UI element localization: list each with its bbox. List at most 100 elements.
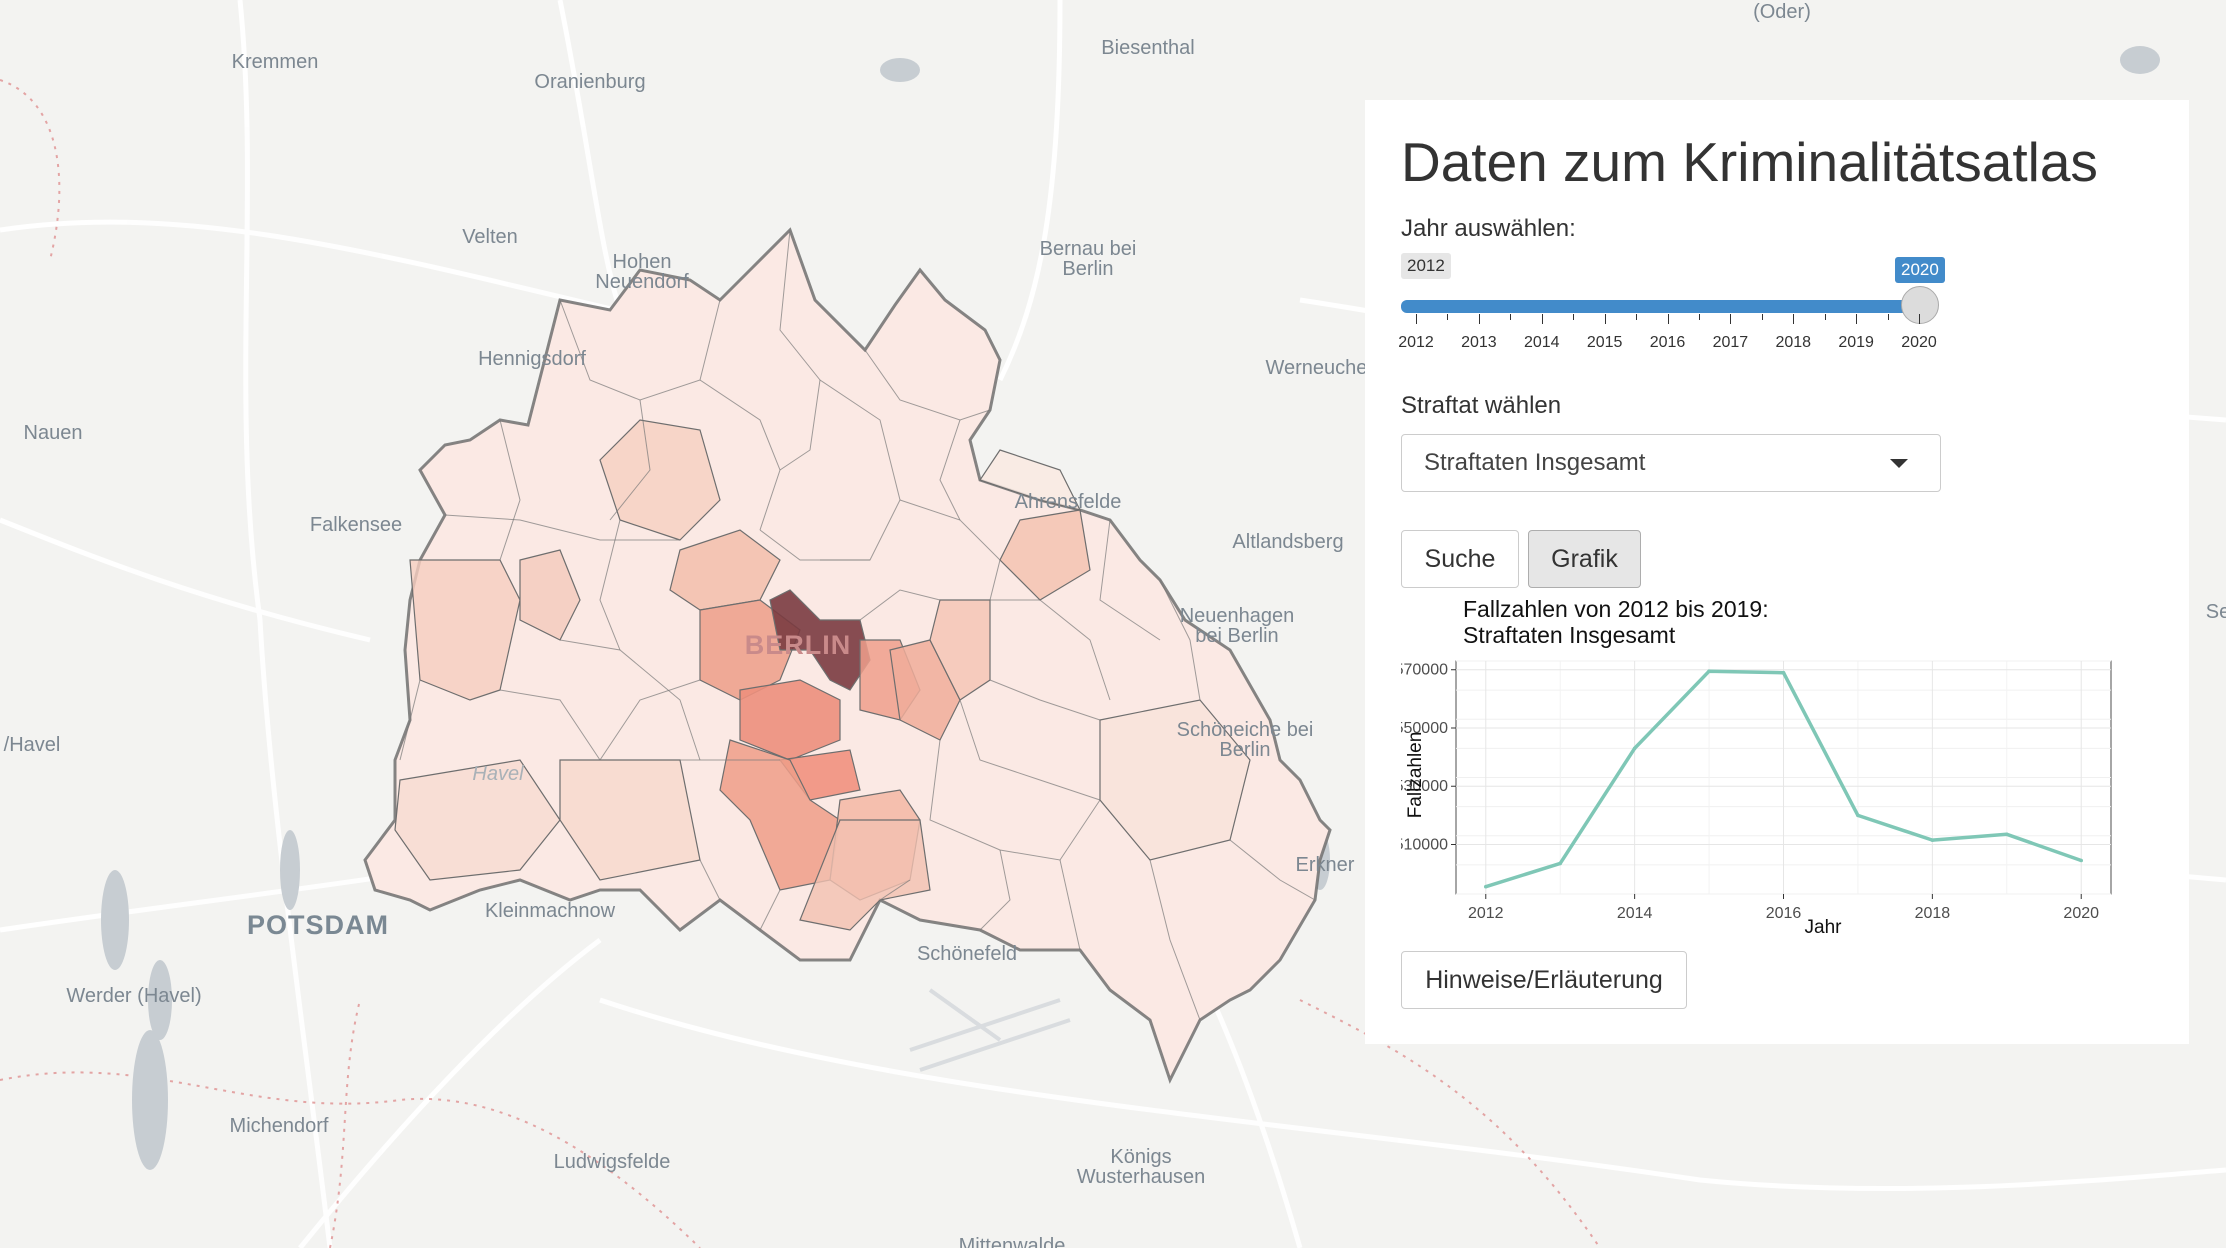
slider-tick <box>1447 314 1449 320</box>
district[interactable] <box>559 759 701 881</box>
berlin-choropleth[interactable] <box>363 227 1332 1084</box>
place-label: /Havel <box>4 734 61 756</box>
slider-tick <box>1604 314 1606 324</box>
place-label: Berlin <box>1062 258 1113 280</box>
place-labels: Kremmen Oranienburg Biesenthal Velten Ho… <box>4 1 2226 1248</box>
data-point <box>1930 838 1935 842</box>
data-point <box>1558 861 1563 866</box>
x-axis-title: Jahr <box>1805 917 1843 938</box>
slider-tick <box>1730 314 1732 324</box>
slider-tick-label: 2018 <box>1775 334 1812 351</box>
place-label: Bernau bei <box>1040 238 1137 260</box>
crime-select[interactable]: Straftaten Insgesamt <box>1401 434 1941 492</box>
slider-tick <box>1667 314 1669 324</box>
slider-tick-label: 2017 <box>1712 334 1749 351</box>
place-label: bei Berlin <box>1195 625 1278 647</box>
slider-tick <box>1698 314 1700 320</box>
y-tick-label: 550000 <box>1401 720 1448 737</box>
airport <box>909 988 1071 1072</box>
slider-tick <box>1793 314 1795 324</box>
slider-tick-label: 2019 <box>1838 334 1874 351</box>
place-label: Havel <box>472 763 524 785</box>
year-label: Jahr auswählen: <box>1401 215 1576 242</box>
slider-handle[interactable] <box>1901 286 1939 324</box>
place-label: Biesenthal <box>1101 37 1194 59</box>
slider-tick-label: 2020 <box>1901 334 1937 351</box>
place-label: Königs <box>1110 1146 1171 1168</box>
place-label: Ludwigsfelde <box>554 1151 671 1173</box>
y-axis-title: Fallzahlen <box>1405 732 1426 819</box>
data-point <box>2004 832 2009 837</box>
page-title: Daten zum Kriminalitätsatlas <box>1401 131 2098 193</box>
y-tick-label: 570000 <box>1401 662 1448 679</box>
place-label: Hohen <box>613 251 672 273</box>
place-label: Werneuchen <box>1265 357 1378 379</box>
slider-tick <box>1573 314 1575 320</box>
crime-select-value: Straftaten Insgesamt <box>1424 449 1646 476</box>
district[interactable] <box>929 599 991 701</box>
notes-button[interactable]: Hinweise/Erläuterung <box>1401 951 1687 1009</box>
place-label: Mittenwalde <box>959 1235 1066 1248</box>
x-tick-label: 2016 <box>1766 905 1802 922</box>
place-label: Kleinmachnow <box>485 900 616 922</box>
data-point <box>1483 884 1488 889</box>
case-count-chart: Fallzahlen von 2012 bis 2019: Straftaten… <box>1401 596 2112 938</box>
district[interactable] <box>394 759 561 881</box>
place-label: Ahrensfelde <box>1015 491 1122 513</box>
slider-tick <box>1761 314 1763 320</box>
state-border <box>0 79 1601 1248</box>
place-label: Werder (Havel) <box>66 985 201 1007</box>
caret-down-icon <box>1890 459 1908 468</box>
slider-tick <box>1824 314 1826 320</box>
slider-ticks: 2012 2013 2014 2015 2016 2017 2018 2019 2020 <box>1398 314 1941 354</box>
district-boundaries <box>399 229 1316 1021</box>
slider-tick-label: 2013 <box>1461 334 1497 351</box>
place-label: Neuendorf <box>595 271 689 293</box>
control-panel: Daten zum Kriminalitätsatlas Jahr auswäh… <box>1365 100 2189 1044</box>
y-tick-label: 530000 <box>1401 778 1448 795</box>
data-point <box>2079 858 2084 863</box>
place-label: Schöneiche bei <box>1177 719 1314 741</box>
place-label: Wusterhausen <box>1077 1166 1206 1188</box>
slider-tick-label: 2012 <box>1398 334 1434 351</box>
search-button[interactable]: Suche <box>1401 530 1519 588</box>
data-point <box>1856 813 1860 818</box>
chart-subtitle: Straftaten Insgesamt <box>1463 622 1676 648</box>
place-label: Oranienburg <box>534 71 645 93</box>
slider-tick <box>1887 314 1889 320</box>
place-label: Neuenhagen <box>1180 605 1295 627</box>
slider-tick-label: 2016 <box>1649 334 1686 351</box>
slider-tick-label: 2015 <box>1586 334 1623 351</box>
place-label: Falkensee <box>310 514 402 536</box>
district[interactable] <box>519 549 581 641</box>
slider-tick <box>1919 314 1920 324</box>
x-tick-label: 2020 <box>2063 905 2099 922</box>
place-label: Berlin <box>1219 739 1270 761</box>
data-point <box>1632 746 1637 751</box>
plot-area: 510000 530000 550000 570000 2012 2014 2016 2018… <box>1401 660 2112 922</box>
slider-tick <box>1636 314 1638 320</box>
place-label: Erkner <box>1296 854 1355 876</box>
place-label: Hennigsdorf <box>478 348 586 370</box>
data-point <box>1781 670 1786 675</box>
place-label: Se <box>2206 601 2226 623</box>
slider-value-badge: 2020 <box>1895 257 1945 283</box>
district[interactable] <box>999 509 1091 601</box>
place-label: Kremmen <box>232 51 319 73</box>
district[interactable] <box>739 679 841 761</box>
place-label: (Oder) <box>1753 1 1811 23</box>
slider-tick-label: 2014 <box>1523 334 1560 351</box>
x-tick-label: 2012 <box>1468 905 1504 922</box>
x-tick-label: 2014 <box>1617 905 1653 922</box>
slider-track[interactable] <box>1401 300 1921 313</box>
district[interactable] <box>979 449 1082 511</box>
city-label: BERLIN <box>745 630 852 660</box>
slider-tick <box>1416 314 1417 324</box>
data-point <box>1707 669 1711 673</box>
slider-tick <box>1478 314 1480 324</box>
place-label: Velten <box>462 226 518 248</box>
chart-title: Fallzahlen von 2012 bis 2019: <box>1463 596 1769 622</box>
x-tick-label: 2018 <box>1915 905 1951 922</box>
slider-min-badge: 2012 <box>1401 253 1451 279</box>
chart-button[interactable]: Grafik <box>1528 530 1641 588</box>
